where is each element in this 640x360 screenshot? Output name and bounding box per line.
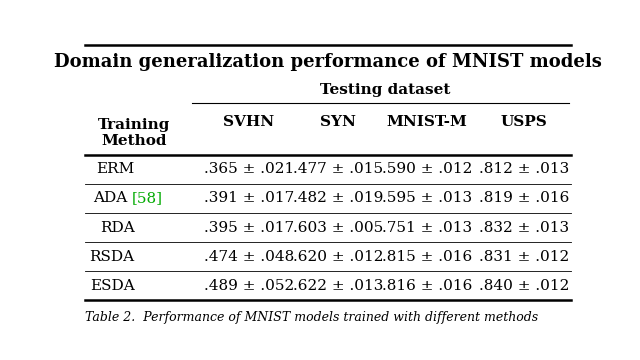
Text: RDA: RDA <box>100 221 134 234</box>
Text: .620 ± .012: .620 ± .012 <box>292 249 383 264</box>
Text: ADA: ADA <box>93 192 132 206</box>
Text: .819 ± .016: .819 ± .016 <box>479 192 569 206</box>
Text: .595 ± .013: .595 ± .013 <box>382 192 472 206</box>
Text: .815 ± .016: .815 ± .016 <box>382 249 472 264</box>
Text: .477 ± .015: .477 ± .015 <box>293 162 383 176</box>
Text: Testing dataset: Testing dataset <box>320 84 450 98</box>
Text: USPS: USPS <box>500 115 547 129</box>
Text: ERM: ERM <box>96 162 134 176</box>
Text: Training
Method: Training Method <box>99 118 171 148</box>
Text: .391 ± .017: .391 ± .017 <box>204 192 294 206</box>
Text: .395 ± .017: .395 ± .017 <box>204 221 294 234</box>
Text: Domain generalization performance of MNIST models: Domain generalization performance of MNI… <box>54 53 602 71</box>
Text: RSDA: RSDA <box>90 249 134 264</box>
Text: .365 ± .021: .365 ± .021 <box>204 162 294 176</box>
Text: .474 ± .048: .474 ± .048 <box>204 249 294 264</box>
Text: .831 ± .012: .831 ± .012 <box>479 249 569 264</box>
Text: SYN: SYN <box>320 115 356 129</box>
Text: .622 ± .013: .622 ± .013 <box>292 279 383 293</box>
Text: MNIST-M: MNIST-M <box>387 115 468 129</box>
Text: .816 ± .016: .816 ± .016 <box>382 279 472 293</box>
Text: SVHN: SVHN <box>223 115 274 129</box>
Text: ESDA: ESDA <box>90 279 134 293</box>
Text: [58]: [58] <box>132 192 163 206</box>
Text: .751 ± .013: .751 ± .013 <box>382 221 472 234</box>
Text: Table 2.  Performance of MNIST models trained with different methods: Table 2. Performance of MNIST models tra… <box>85 311 538 324</box>
Text: .840 ± .012: .840 ± .012 <box>479 279 569 293</box>
Text: .832 ± .013: .832 ± .013 <box>479 221 569 234</box>
Text: .590 ± .012: .590 ± .012 <box>382 162 472 176</box>
Text: .603 ± .005: .603 ± .005 <box>292 221 383 234</box>
Text: .489 ± .052: .489 ± .052 <box>204 279 294 293</box>
Text: .482 ± .019: .482 ± .019 <box>292 192 383 206</box>
Text: .812 ± .013: .812 ± .013 <box>479 162 569 176</box>
